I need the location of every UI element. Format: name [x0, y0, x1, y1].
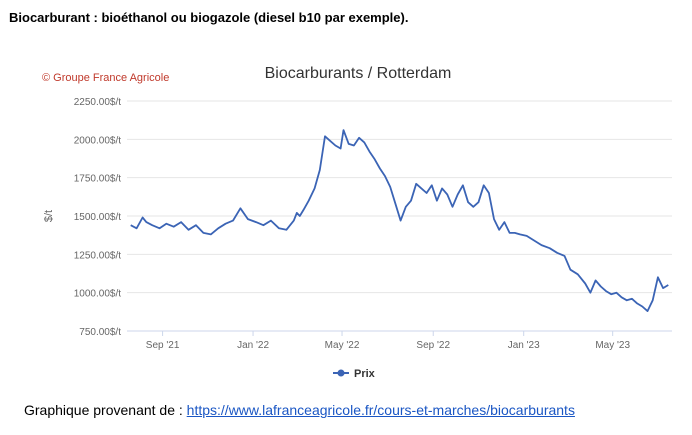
y-tick-label: 750.00$/t	[79, 327, 121, 338]
x-tick-label: Jan '22	[237, 340, 269, 351]
y-tick-label: 1500.00$/t	[74, 212, 121, 223]
price-line-chart: Biocarburants / Rotterdam 750.00$/t 1000.…	[43, 65, 672, 380]
series-line-prix	[130, 129, 669, 313]
legend-marker	[337, 369, 345, 377]
legend[interactable]: Prix	[333, 368, 376, 380]
x-tick-label: May '22	[325, 340, 360, 351]
y-tick-label: 2000.00$/t	[74, 135, 121, 146]
y-tick-label: 1000.00$/t	[74, 289, 121, 300]
x-tick-label: May '23	[595, 340, 630, 351]
legend-label: Prix	[354, 368, 376, 380]
source-link[interactable]: https://www.lafranceagricole.fr/cours-et…	[186, 402, 575, 418]
source-prefix: Graphique provenant de :	[24, 402, 187, 418]
y-axis-ticks: 750.00$/t 1000.00$/t 1250.00$/t 1500.00$/t 1…	[74, 97, 121, 338]
y-axis-label: $/t	[43, 210, 55, 222]
series-layer	[130, 129, 669, 313]
x-tick-label: Jan '23	[508, 340, 540, 351]
y-tick-label: 2250.00$/t	[74, 97, 121, 108]
source-footer: Graphique provenant de : https://www.laf…	[24, 402, 575, 418]
y-tick-label: 1250.00$/t	[74, 250, 121, 261]
x-tick-label: Sep '21	[146, 340, 180, 351]
chart-container: Biocarburants / Rotterdam 750.00$/t 1000.…	[0, 50, 692, 390]
x-axis-ticks: Sep '21 Jan '22 May '22 Sep '22 Jan '23 May '…	[146, 331, 630, 351]
page-heading: Biocarburant : bioéthanol ou biogazole (…	[9, 10, 409, 25]
grid-lines	[127, 100, 672, 332]
y-tick-label: 1750.00$/t	[74, 174, 121, 185]
copyright-watermark: © Groupe France Agricole	[42, 72, 170, 84]
chart-title: Biocarburants / Rotterdam	[265, 65, 452, 82]
x-tick-label: Sep '22	[416, 340, 450, 351]
